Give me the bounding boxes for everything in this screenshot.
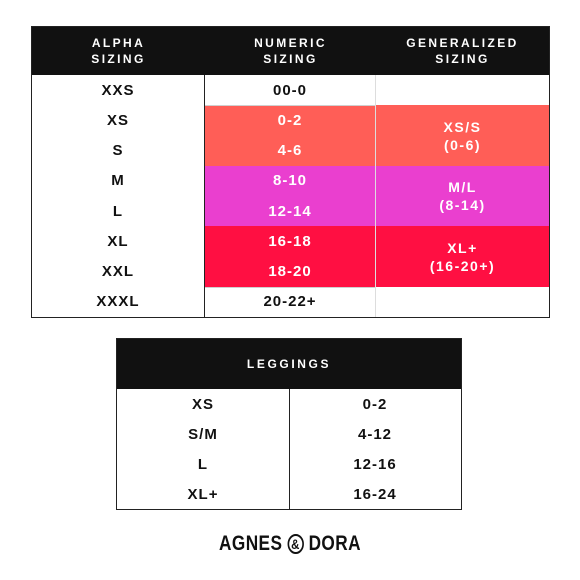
brand-logo: AGNES & DORA [52, 528, 528, 560]
generalized-size-label: XS/S (0-6) [443, 118, 482, 153]
leggings-table: LEGGINGS XS 0-2 S/M 4-12 L 12-16 XL+ 16-24 [116, 338, 462, 510]
header-numeric-sizing: NUMERIC SIZING [254, 36, 327, 66]
leggings-alpha-cell: S/M [188, 425, 218, 443]
logo-word-left: AGNES [219, 532, 283, 555]
numeric-size-cell: 16-18 [205, 226, 375, 257]
header-alpha-sizing: ALPHA SIZING [91, 36, 146, 66]
numeric-size-cell: 18-20 [205, 256, 375, 287]
alpha-size-cell: S [112, 142, 124, 160]
leggings-alpha-cell: L [197, 455, 209, 473]
leggings-alpha-cell: XS [191, 395, 214, 413]
alpha-size-cell: XS [106, 111, 129, 129]
alpha-column: XXS XS S M L XL XXL XXXL [32, 75, 205, 317]
generalized-column: XS/S (0-6) M/L (8-14) XL+ (16-20+) [376, 75, 549, 317]
logo-word-right: DORA [308, 532, 361, 555]
alpha-size-cell: M [111, 172, 125, 190]
generalized-size-label: M/L (8-14) [439, 179, 486, 213]
leggings-numeric-cell: 4-12 [357, 425, 393, 443]
ampersand-icon: & [287, 534, 304, 554]
numeric-size-cell: 0-2 [205, 105, 375, 136]
generalized-size-cell: M/L (8-14) [376, 165, 549, 227]
column-divider [289, 389, 290, 509]
leggings-row: L 12-16 [117, 449, 461, 479]
leggings-numeric-cell: 16-24 [353, 485, 397, 503]
generalized-size-cell: XL+ (16-20+) [376, 226, 549, 287]
numeric-size-cell: 4-6 [205, 135, 375, 166]
generalized-size-cell [376, 286, 549, 317]
leggings-alpha-cell: XL+ [187, 485, 219, 503]
alpha-size-cell: XL [107, 232, 129, 250]
alpha-size-cell: XXL [101, 263, 135, 281]
numeric-size-cell: 20-22+ [205, 286, 375, 317]
row-separator [205, 105, 375, 107]
alpha-sizing-table: ALPHA SIZING NUMERIC SIZING GENERALIZED … [31, 26, 550, 318]
leggings-numeric-cell: 12-16 [353, 455, 397, 473]
alpha-size-cell: L [112, 202, 124, 220]
alpha-size-cell: XXXL [96, 293, 140, 311]
numeric-size-cell: 12-14 [205, 196, 375, 227]
table-header: ALPHA SIZING NUMERIC SIZING GENERALIZED … [32, 27, 549, 75]
leggings-row: S/M 4-12 [117, 419, 461, 449]
numeric-size-cell: 00-0 [205, 75, 375, 106]
numeric-size-cell: 8-10 [205, 165, 375, 196]
numeric-column: 00-0 0-2 4-6 8-10 12-14 16-18 18-20 20-22+ [205, 75, 376, 317]
row-separator [205, 286, 375, 288]
alpha-size-cell: XXS [101, 81, 135, 99]
header-generalized-sizing: GENERALIZED SIZING [406, 36, 519, 66]
generalized-size-cell: XS/S (0-6) [376, 105, 549, 166]
leggings-header: LEGGINGS [117, 339, 461, 389]
generalized-size-cell [376, 75, 549, 106]
leggings-row: XL+ 16-24 [117, 479, 461, 509]
leggings-numeric-cell: 0-2 [362, 395, 388, 413]
generalized-size-label: XL+ (16-20+) [429, 239, 496, 274]
leggings-body: XS 0-2 S/M 4-12 L 12-16 XL+ 16-24 [117, 389, 461, 509]
leggings-row: XS 0-2 [117, 389, 461, 419]
